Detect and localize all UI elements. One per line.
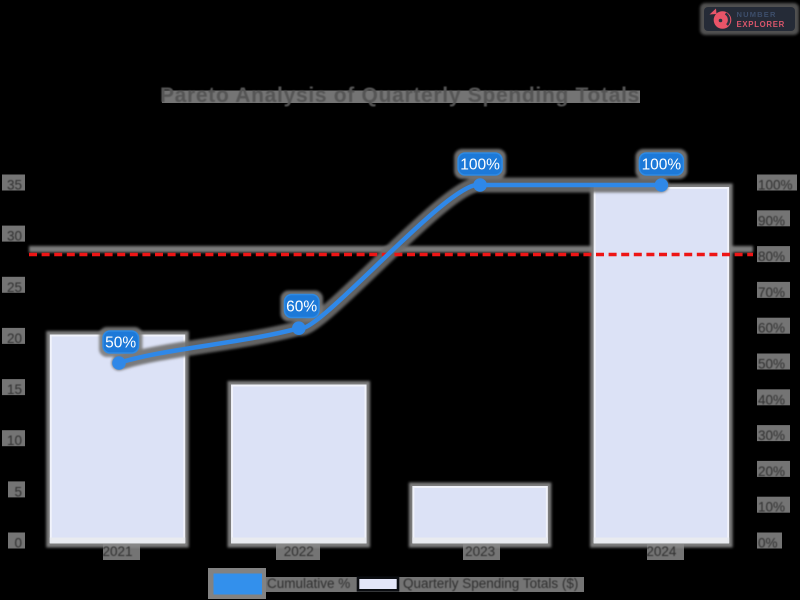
svg-text:40%: 40%: [758, 392, 785, 407]
svg-text:0: 0: [14, 536, 22, 551]
svg-text:10%: 10%: [758, 500, 785, 515]
svg-text:2022: 2022: [284, 544, 314, 559]
svg-text:20: 20: [7, 331, 22, 346]
svg-text:20%: 20%: [758, 464, 785, 479]
svg-text:Cumulative %: Cumulative %: [267, 576, 350, 591]
svg-text:80%: 80%: [758, 249, 785, 264]
svg-text:2021: 2021: [102, 544, 132, 559]
svg-text:30: 30: [7, 229, 22, 244]
svg-text:2023: 2023: [465, 544, 495, 559]
svg-text:5: 5: [14, 484, 22, 499]
svg-text:90%: 90%: [758, 213, 785, 228]
svg-text:25: 25: [7, 280, 22, 295]
svg-text:Pareto Analysis of Quarterly S: Pareto Analysis of Quarterly Spending To…: [160, 84, 640, 107]
svg-text:0%: 0%: [758, 536, 778, 551]
svg-text:50%: 50%: [758, 357, 785, 372]
svg-text:30%: 30%: [758, 428, 785, 443]
svg-text:2024: 2024: [646, 544, 677, 559]
svg-text:10: 10: [7, 433, 22, 448]
svg-text:15: 15: [7, 382, 22, 397]
svg-text:35: 35: [7, 178, 22, 193]
svg-text:Quarterly Spending Totals ($): Quarterly Spending Totals ($): [403, 576, 578, 591]
svg-text:EXPLORER: EXPLORER: [737, 20, 786, 29]
svg-text:60%: 60%: [758, 321, 785, 336]
svg-text:70%: 70%: [758, 285, 785, 300]
svg-text:100%: 100%: [758, 178, 793, 193]
svg-text:NUMBER: NUMBER: [737, 10, 777, 19]
